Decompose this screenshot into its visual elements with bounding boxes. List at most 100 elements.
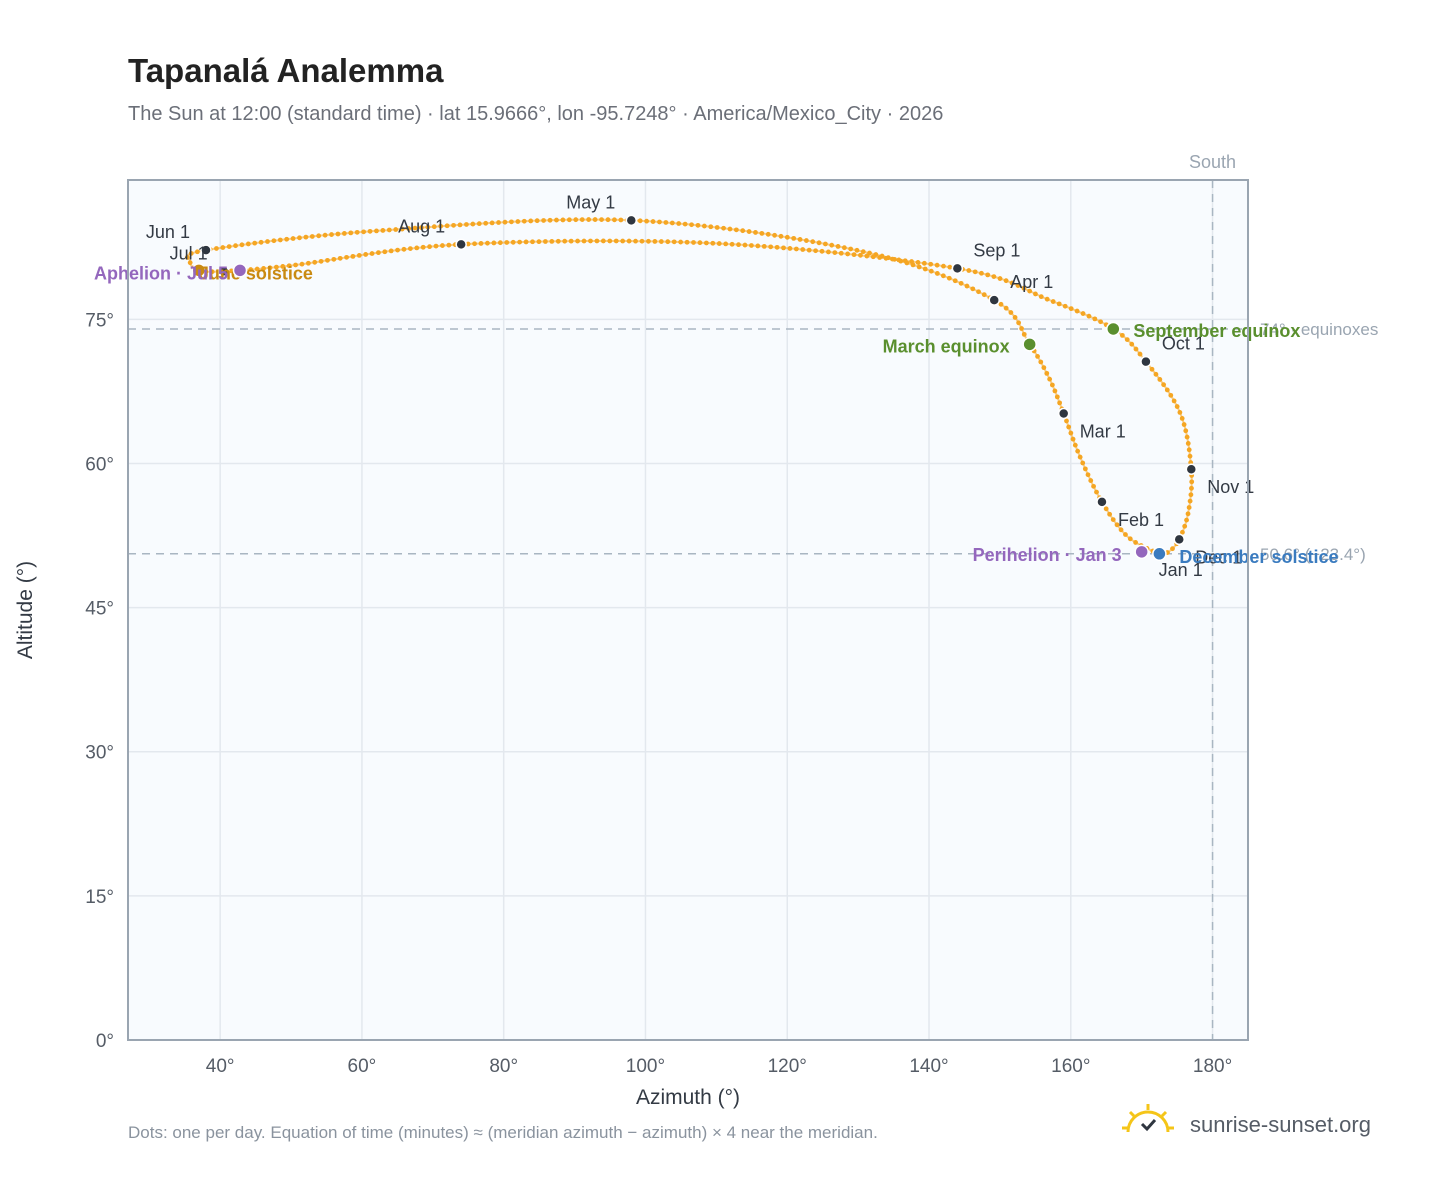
- day-dot: [588, 238, 593, 244]
- day-dot: [749, 243, 754, 248]
- day-dot: [560, 217, 566, 223]
- day-dot: [534, 218, 540, 224]
- event-label: March equinox: [883, 336, 1010, 356]
- day-dot: [549, 238, 555, 244]
- day-dot: [841, 245, 847, 251]
- brand-logo[interactable]: sunrise-sunset.org: [1120, 1102, 1390, 1146]
- day-dot: [261, 266, 266, 271]
- day-dot: [427, 244, 432, 250]
- day-dot: [348, 230, 354, 236]
- day-dot: [517, 239, 523, 245]
- day-dot: [1049, 382, 1055, 388]
- day-dot: [797, 237, 803, 242]
- day-dot: [928, 261, 934, 267]
- day-dot: [229, 268, 234, 274]
- altitude-reference-label: 74° · equinoxes: [1260, 320, 1378, 339]
- day-dot: [1080, 460, 1086, 466]
- day-dot: [755, 243, 761, 249]
- day-dot: [542, 239, 548, 244]
- month-marker-label: Jan 1: [1159, 560, 1203, 580]
- x-tick-label: 40°: [206, 1056, 235, 1077]
- day-dot: [419, 225, 424, 231]
- day-dot: [286, 263, 292, 269]
- day-dot: [420, 244, 426, 250]
- brand-name: sunrise-sunset.org: [1190, 1112, 1371, 1137]
- day-dot: [1171, 398, 1177, 404]
- day-dot: [1153, 371, 1159, 377]
- plot-area: [128, 180, 1248, 1040]
- event-marker: [1152, 546, 1167, 562]
- day-dot: [1074, 308, 1080, 314]
- day-dot: [1174, 404, 1180, 409]
- day-dot: [594, 238, 600, 244]
- day-dot: [1066, 424, 1072, 430]
- day-dot: [214, 246, 219, 251]
- day-dot: [431, 224, 437, 230]
- day-dot: [733, 227, 739, 233]
- day-dot: [877, 255, 883, 260]
- day-dot: [710, 240, 716, 246]
- day-dot: [476, 221, 482, 227]
- day-dot: [380, 228, 386, 233]
- day-dot: [819, 248, 825, 254]
- month-marker: [988, 294, 1000, 306]
- day-dot: [985, 272, 991, 278]
- day-dot: [510, 239, 516, 245]
- day-dot: [1092, 316, 1098, 322]
- day-dot: [964, 283, 970, 289]
- day-dot: [451, 222, 456, 228]
- day-dot: [1064, 418, 1069, 424]
- y-tick-label: 15°: [85, 887, 114, 908]
- day-dot: [1044, 296, 1050, 302]
- day-dot: [1129, 341, 1135, 347]
- day-dot: [1189, 485, 1194, 491]
- x-axis-label: Azimuth (°): [636, 1086, 740, 1109]
- day-dot: [1179, 416, 1185, 421]
- day-dot: [388, 248, 394, 254]
- day-dot: [312, 259, 318, 265]
- day-dot: [350, 253, 356, 259]
- month-marker-label: May 1: [566, 192, 615, 212]
- event-markers: March equinox September equinox June solst…: [94, 263, 1338, 567]
- day-dot: [1012, 315, 1018, 320]
- plot-frame: [127, 179, 1249, 1041]
- day-dot: [470, 221, 476, 227]
- y-axis-ticks: 0° 15° 30° 45° 60° 75°: [85, 310, 114, 1052]
- day-dot: [195, 249, 200, 255]
- day-dot: [991, 274, 997, 280]
- day-dot: [691, 240, 696, 245]
- day-dot: [325, 257, 330, 263]
- month-marker-label: Dec 1: [1195, 547, 1242, 567]
- day-dot: [280, 264, 286, 269]
- day-dot: [528, 218, 534, 224]
- day-dot: [940, 273, 946, 279]
- day-dot: [258, 239, 264, 245]
- day-dot: [1047, 376, 1053, 382]
- day-dot: [607, 238, 613, 244]
- y-axis-label: Altitude (°): [14, 561, 37, 659]
- day-dot: [605, 217, 611, 223]
- day-dot: [657, 219, 662, 225]
- month-marker-label: Sep 1: [973, 240, 1020, 260]
- day-dot: [845, 251, 851, 257]
- month-marker-label: Oct 1: [1162, 334, 1205, 354]
- day-dot: [573, 217, 579, 223]
- day-dot: [896, 257, 902, 263]
- day-dot: [1041, 365, 1047, 371]
- day-dot: [1170, 546, 1175, 552]
- day-dot: [1180, 529, 1185, 535]
- day-dot: [566, 217, 572, 223]
- day-dot: [399, 226, 405, 232]
- day-dot: [1107, 511, 1113, 517]
- day-dot: [309, 234, 315, 239]
- day-dot: [778, 233, 784, 239]
- reference-lines: South 74° · equinoxes 50.6° (−23.4°): [128, 152, 1378, 1040]
- day-dot: [813, 248, 818, 254]
- day-dot: [586, 217, 592, 222]
- day-dot: [1019, 326, 1024, 331]
- day-dot: [407, 246, 413, 251]
- day-dot: [433, 243, 439, 249]
- day-dot: [729, 241, 735, 247]
- day-dot: [1185, 441, 1191, 446]
- day-dot: [491, 240, 497, 246]
